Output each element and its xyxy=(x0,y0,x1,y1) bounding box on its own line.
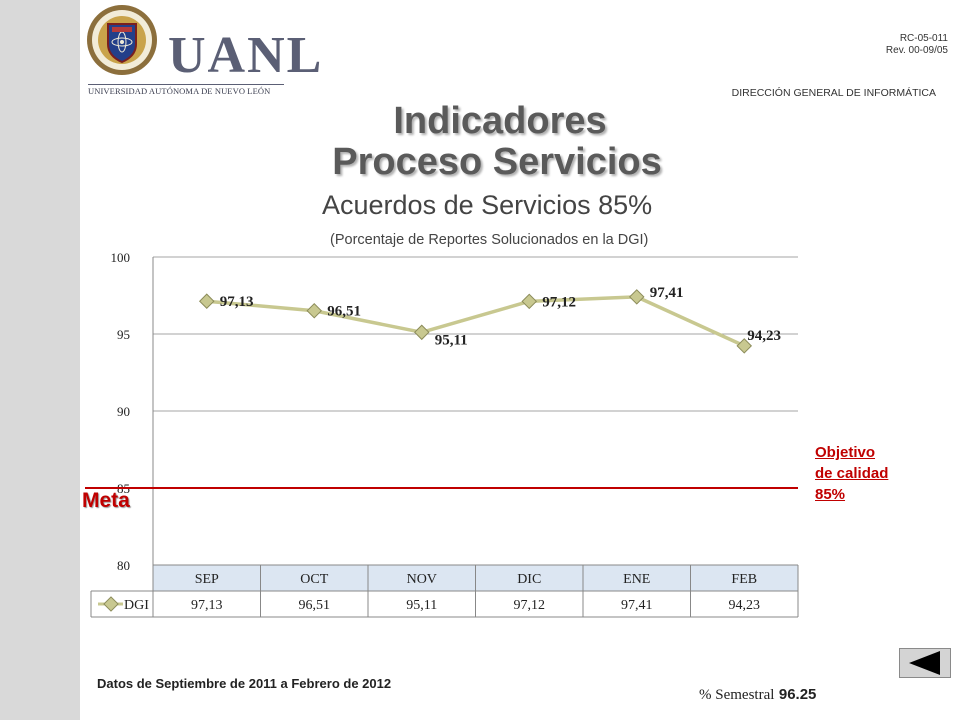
document-code: RC-05-011 Rev. 00-09/05 xyxy=(886,33,948,57)
y-tick-label: 90 xyxy=(117,404,130,419)
doc-code-line: RC-05-011 xyxy=(899,33,948,44)
table-value: 94,23 xyxy=(729,598,761,613)
target-label: Meta xyxy=(82,489,130,512)
data-point xyxy=(413,324,430,341)
data-point xyxy=(521,293,538,310)
objective-line1: Objetivo xyxy=(815,444,876,461)
doc-rev-line: Rev. 00-09/05 xyxy=(885,45,948,56)
table-value: 97,41 xyxy=(621,598,653,613)
data-label: 97,41 xyxy=(650,285,684,301)
department-label: DIRECCIÓN GENERAL DE INFORMÁTICA xyxy=(731,87,936,99)
data-label: 97,13 xyxy=(220,294,254,310)
semestral-summary: % Semestral 96.25 xyxy=(699,686,816,704)
table-value: 95,11 xyxy=(406,598,437,613)
category-label: OCT xyxy=(300,572,328,587)
page-title: Indicadores xyxy=(393,100,607,142)
y-tick-label: 100 xyxy=(111,250,131,265)
data-label: 95,11 xyxy=(435,332,468,348)
data-range-note: Datos de Septiembre de 2011 a Febrero de… xyxy=(97,676,392,691)
data-label: 94,23 xyxy=(747,328,781,344)
y-tick-label: 80 xyxy=(117,558,130,573)
page-title-line2: Proceso Servicios xyxy=(332,141,662,183)
legend-label: DGI xyxy=(124,598,149,613)
category-label: ENE xyxy=(623,572,650,587)
logo-divider xyxy=(88,84,284,85)
data-label: 97,12 xyxy=(542,294,576,310)
line-chart: 80859095100SEP97,13OCT96,51NOV95,11DIC97… xyxy=(85,250,799,618)
chart-subtitle-note: (Porcentaje de Reportes Solucionados en … xyxy=(330,232,649,248)
uanl-seal-icon xyxy=(87,5,157,75)
data-point xyxy=(628,289,645,305)
objective-line2: de calidad xyxy=(815,465,889,482)
objective-line3: 85% xyxy=(815,486,846,503)
back-button[interactable] xyxy=(899,648,951,678)
logo-wordmark: UANL xyxy=(168,27,324,84)
chart-subtitle: Acuerdos de Servicios 85% xyxy=(322,190,653,220)
y-tick-label: 95 xyxy=(117,327,130,342)
table-value: 97,12 xyxy=(514,598,546,613)
left-sidebar-bar xyxy=(0,0,80,720)
category-label: DIC xyxy=(517,572,541,587)
logo-subtext: UNIVERSIDAD AUTÓNOMA DE NUEVO LEÓN xyxy=(88,86,271,96)
category-label: NOV xyxy=(407,572,437,587)
semestral-value: 96.25 xyxy=(778,686,817,703)
quality-objective: Objetivo de calidad 85% xyxy=(815,442,888,505)
data-point xyxy=(736,338,753,354)
data-point xyxy=(198,293,215,309)
category-label: SEP xyxy=(195,572,219,587)
legend-marker xyxy=(103,596,119,612)
table-value: 96,51 xyxy=(299,598,331,613)
triangle-left-icon xyxy=(909,651,940,675)
category-label: FEB xyxy=(731,572,757,587)
data-point xyxy=(306,302,323,319)
table-value: 97,13 xyxy=(191,598,223,613)
series-line xyxy=(206,295,745,348)
semestral-label: % Semestral xyxy=(699,687,775,703)
data-label: 96,51 xyxy=(327,304,361,320)
table-data-row xyxy=(91,591,798,617)
